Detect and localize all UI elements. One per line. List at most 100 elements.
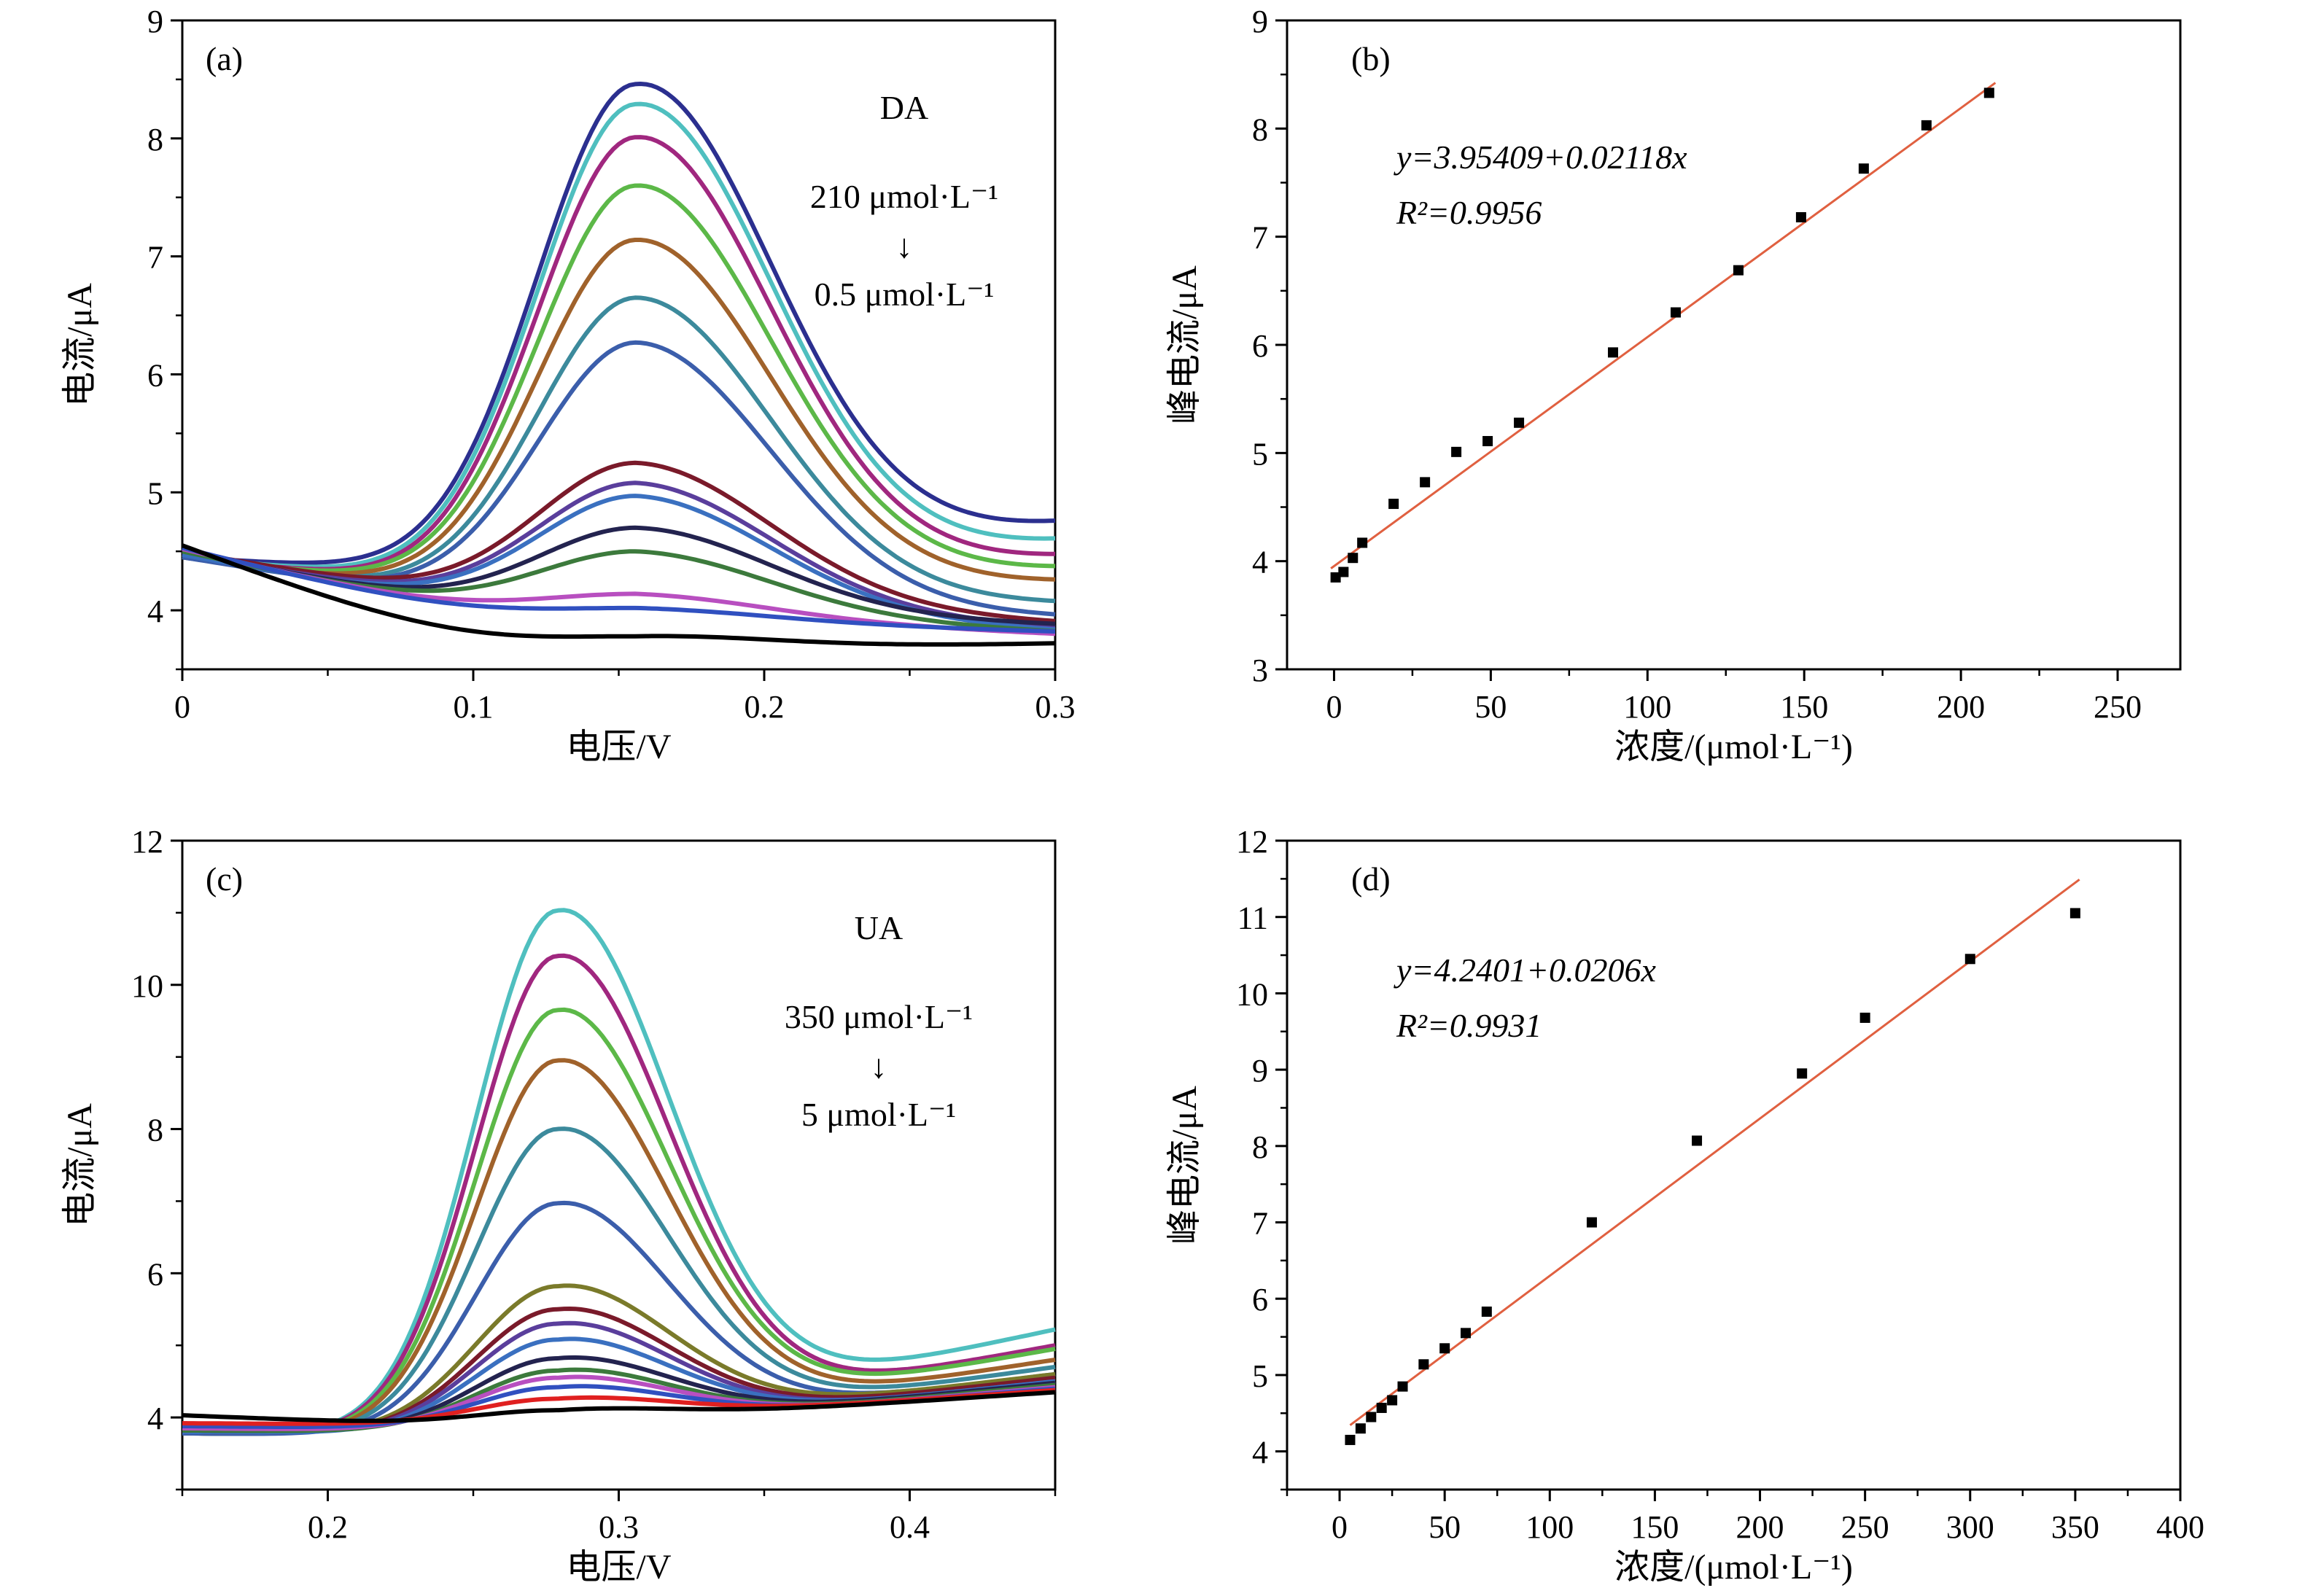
data-point bbox=[1983, 87, 1994, 98]
data-point bbox=[1439, 1343, 1450, 1354]
y-tick-label: 9 bbox=[147, 4, 163, 39]
data-point bbox=[1481, 1307, 1492, 1317]
x-tick-label: 0.2 bbox=[745, 689, 785, 725]
data-curve bbox=[181, 543, 1056, 647]
x-tick-label: 100 bbox=[1623, 689, 1671, 725]
fit-line bbox=[1349, 879, 2080, 1426]
data-curve bbox=[182, 82, 1056, 565]
y-tick-label: 7 bbox=[147, 240, 163, 276]
data-point bbox=[1355, 1423, 1366, 1434]
data-curve bbox=[182, 1390, 1056, 1423]
x-tick-label: 200 bbox=[1937, 689, 1985, 725]
data-point bbox=[1330, 572, 1341, 583]
data-point bbox=[1795, 211, 1806, 222]
y-tick-label: 6 bbox=[147, 1256, 163, 1292]
y-tick-label: 12 bbox=[1236, 824, 1268, 860]
y-tick-label: 7 bbox=[1252, 220, 1268, 256]
y-tick-label: 5 bbox=[1252, 1358, 1268, 1394]
data-curve bbox=[182, 295, 1056, 604]
x-tick-label: 400 bbox=[2156, 1509, 2204, 1545]
x-tick-label: 0 bbox=[1326, 689, 1342, 725]
x-tick-label: 150 bbox=[1631, 1509, 1679, 1545]
x-tick-label: 50 bbox=[1474, 689, 1507, 725]
x-tick-label: 250 bbox=[1841, 1509, 1889, 1545]
analyte-label: DA bbox=[880, 89, 928, 126]
y-tick-label: 5 bbox=[1252, 436, 1268, 472]
x-axis-title: 电压/V bbox=[566, 1548, 671, 1587]
data-point bbox=[1420, 477, 1431, 488]
r-squared: R²=0.9956 bbox=[1396, 194, 1542, 231]
data-point bbox=[1357, 537, 1368, 548]
x-tick-label: 0.4 bbox=[890, 1509, 930, 1545]
data-point bbox=[1608, 347, 1619, 358]
y-tick-label: 8 bbox=[1252, 112, 1268, 147]
data-point bbox=[1387, 1395, 1398, 1406]
data-point bbox=[1858, 163, 1869, 174]
data-point bbox=[1461, 1328, 1471, 1339]
fit-equation: y=3.95409+0.02118x bbox=[1394, 139, 1687, 176]
y-tick-label: 4 bbox=[1252, 545, 1268, 580]
x-axis-title: 浓度/(μmol·L⁻¹) bbox=[1614, 1548, 1853, 1587]
r-squared: R²=0.9931 bbox=[1396, 1007, 1542, 1044]
panel-c: 0.2 0.3 0.4 4 6 8 10 12 电压/V 电流/μA (c) UA 350 μmol·L… bbox=[61, 824, 1057, 1587]
y-tick-label: 6 bbox=[1252, 328, 1268, 364]
x-tick-label: 0.3 bbox=[1035, 689, 1076, 725]
y-tick-label: 10 bbox=[131, 968, 163, 1004]
y-tick-label: 9 bbox=[1252, 4, 1268, 39]
data-point bbox=[1366, 1412, 1377, 1422]
x-tick-label: 0.2 bbox=[308, 1509, 348, 1545]
y-tick-label: 8 bbox=[147, 1113, 163, 1148]
y-tick-label: 6 bbox=[147, 357, 163, 393]
data-point bbox=[1348, 553, 1359, 564]
y-tick-label: 11 bbox=[1237, 900, 1268, 936]
x-tick-label: 350 bbox=[2051, 1509, 2099, 1545]
data-curve bbox=[182, 460, 1056, 623]
data-point bbox=[1859, 1012, 1870, 1023]
data-point bbox=[1733, 265, 1744, 276]
y-tick-label: 6 bbox=[1252, 1282, 1268, 1317]
data-point bbox=[1692, 1135, 1703, 1146]
y-axis-title: 峰电流/μA bbox=[1165, 265, 1204, 424]
range-from-label: 350 μmol·L⁻¹ bbox=[785, 998, 973, 1035]
data-point bbox=[1397, 1381, 1408, 1392]
x-tick-label: 0 bbox=[1332, 1509, 1348, 1545]
x-tick-label: 0 bbox=[174, 689, 190, 725]
data-curve bbox=[182, 545, 1056, 634]
x-tick-label: 300 bbox=[1946, 1509, 1994, 1545]
panel-label: (d) bbox=[1351, 860, 1391, 898]
x-axis-title: 电压/V bbox=[566, 728, 671, 766]
panel-b: 0 50 100 150 200 250 3 4 5 6 7 8 9 浓度/(μmol·L⁻¹) 峰电流/μ… bbox=[1165, 4, 2182, 766]
panel-d: 0 50 100 150 200 250 300 350 400 4 5 6 7 8 9 10 11 12 浓度/(… bbox=[1165, 824, 2204, 1587]
range-to-label: 5 μmol·L⁻¹ bbox=[801, 1096, 956, 1133]
y-tick-label: 4 bbox=[147, 593, 163, 629]
data-curve bbox=[182, 1007, 1056, 1436]
y-tick-label: 8 bbox=[1252, 1129, 1268, 1165]
data-point bbox=[1338, 567, 1349, 577]
x-tick-label: 150 bbox=[1780, 689, 1828, 725]
data-point bbox=[1797, 1068, 1808, 1079]
data-point bbox=[1964, 954, 1975, 965]
y-tick-label: 8 bbox=[147, 122, 163, 157]
fit-equation: y=4.2401+0.0206x bbox=[1394, 951, 1656, 989]
y-tick-label: 10 bbox=[1236, 976, 1268, 1012]
panel-a: 0 0.1 0.2 0.3 4 5 6 7 8 9 电压/V 电流/μA (a) DA 210 μmol·L… bbox=[61, 4, 1076, 766]
x-tick-label: 200 bbox=[1736, 1509, 1784, 1545]
data-point bbox=[1376, 1402, 1387, 1413]
fit-line bbox=[1330, 82, 1997, 569]
data-point bbox=[1514, 417, 1525, 428]
y-tick-label: 4 bbox=[147, 1401, 163, 1436]
plot-frame bbox=[1286, 19, 2182, 671]
panel-label: (c) bbox=[206, 860, 243, 898]
x-tick-label: 50 bbox=[1429, 1509, 1461, 1545]
data-curve bbox=[182, 183, 1056, 573]
data-point bbox=[1670, 307, 1681, 318]
data-point bbox=[1418, 1359, 1429, 1370]
y-tick-label: 4 bbox=[1252, 1435, 1268, 1471]
y-tick-label: 5 bbox=[147, 475, 163, 511]
analyte-label: UA bbox=[855, 909, 903, 946]
data-curve bbox=[182, 101, 1056, 569]
x-tick-label: 0.1 bbox=[454, 689, 494, 725]
x-tick-label: 250 bbox=[2094, 689, 2142, 725]
data-curve bbox=[182, 908, 1056, 1436]
y-axis-title: 电流/μA bbox=[61, 1103, 99, 1227]
